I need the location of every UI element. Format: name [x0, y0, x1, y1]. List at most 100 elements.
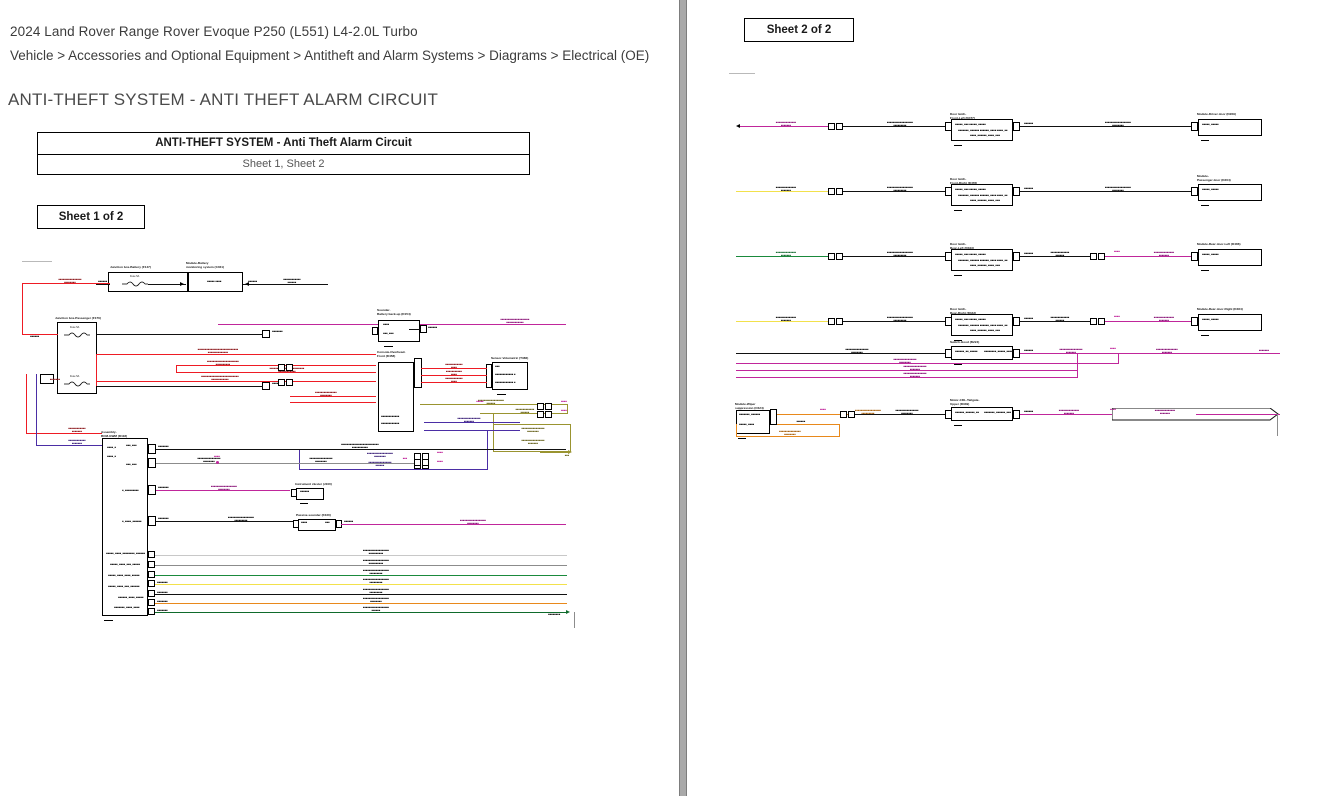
inline-connector-red-a2 [286, 364, 293, 371]
component-module-rear-door-right [1198, 314, 1262, 331]
ground-d339 [954, 425, 962, 426]
component-label-assembly-bcm-gwm: Assembly- BCM-GWM (D118) [101, 430, 128, 438]
pin-d478-b: ■■■■■■■_■■■■■■ ■■■■■■_■■■■ ■■■■_■■ [958, 194, 1008, 197]
wire-row4-yellow [736, 321, 830, 322]
wire-purple-2 [424, 430, 520, 431]
connector-j100-left [291, 489, 297, 497]
wire-olive-tail [540, 452, 570, 453]
component-console-overhead-front [378, 362, 414, 432]
wire-label-row3-d: ■■■■■■■■■■■■■■ ■■■■■■■ [1153, 251, 1175, 257]
wire-label-row6-d: ■■■■■■■■■■■■■■ ■■■■■■■ [1058, 409, 1080, 415]
wire-row6-tail-drop [1277, 414, 1278, 436]
sheet-1-tab[interactable]: Sheet 1 of 2 [37, 205, 145, 229]
inline-connector-olive-1b [545, 403, 552, 410]
pin-f176-in: ■■■■■■ [30, 335, 40, 338]
wire-label-bcm-row4: ■■■■■■■■■■■■■■■■■■ ■■■■■■■■■ [228, 516, 254, 522]
wire-red-bus-3 [176, 372, 376, 373]
wire-row5-violet-ret2 [736, 370, 1078, 371]
sheet-2-tab[interactable]: Sheet 2 of 2 [744, 18, 854, 42]
wire-bcm-row1 [156, 449, 566, 450]
wire-label-row3-c: ■■■■■■■■■■■■■ ■■■■■■ [1050, 251, 1070, 257]
wire-label-row5-mid: ■■■■ [1110, 347, 1116, 350]
wire-red-bus-1 [96, 354, 376, 355]
wire-red-into-f176 [22, 334, 58, 335]
sheet1-schematic: Junction box-Battery (F147) Fuse 5A ■■■■… [22, 261, 575, 628]
pin-bus-7-end: ■■■■■■■■ [548, 613, 561, 616]
wire-red-left-bottom [26, 433, 102, 434]
connector-d264-left [1191, 187, 1198, 196]
pin-c461: ■■■■■ ■■■■ [207, 280, 222, 283]
wire-row4-black-1 [843, 321, 951, 322]
wire-row3-violet [1105, 256, 1196, 257]
wire-label-bus-5: ■■■■■■■■■■■■■■■■■■ ■■■■■■■■■ [363, 588, 389, 594]
inline-connector-row4-d [1098, 318, 1105, 325]
wire-label-olive-2: ■■■■■■■■■■■■■ ■■■■■■ [515, 408, 535, 414]
component-label-door-latch-front-right: Door latch- Front-Right (D478) [950, 177, 978, 185]
pin-bcm-8: ■■■■■_■■■■_■■■_■■■■■ [110, 563, 140, 566]
wire-row5-violet-riser1 [1118, 353, 1119, 364]
wire-label-olive-conn-1: ■■■■■ [476, 400, 484, 403]
connector-d342-right [1013, 317, 1020, 326]
wire-label-row2-c2: ■■■■■■■■■■■■■■■■■■ ■■■■■■■■ [1105, 186, 1131, 192]
connector-bus-3 [148, 571, 155, 578]
sheet2-pane[interactable]: Sheet 2 of 2 ■■■■■■■■■■■■■■ ■■■■■■■ ■■■■… [688, 0, 1336, 796]
wire-red-bus-5 [290, 396, 376, 397]
connector-d486-left [1191, 252, 1198, 261]
wire-label-bcm-row2a: ■■■■■■■■■■■■■■■■ ■■■■■■■■ [197, 457, 221, 463]
olive-group-box [493, 424, 571, 452]
wire-label-row2-conn: ■■■ [402, 457, 408, 460]
wire-d458-t386-3 [421, 382, 487, 383]
wire-d154-out [409, 329, 421, 330]
component-junction-box-battery [108, 272, 188, 292]
wire-label-row5-d: ■■■■■■■ [1258, 349, 1270, 352]
component-label-passive-sounder: Passive-sounder (F230) [296, 513, 331, 517]
pin-bcm-row4-term: ■■■■■■■ [158, 517, 169, 520]
wire-bcm-row2 [156, 463, 418, 464]
wire-red-riser-a [96, 354, 97, 386]
component-label-door-latch-rear-left: Door latch- Rear-Left (D343) [950, 242, 974, 250]
vehicle-title: 2024 Land Rover Range Rover Evoque P250 … [10, 24, 418, 39]
component-label-module-wiper-suppression: Module-Wiper suppression (C624) [735, 402, 764, 410]
pane-divider-scrollbar[interactable] [679, 0, 687, 796]
pin-d339-b: ■■■■■■■_■■■■■■_■■■ [984, 411, 1011, 414]
component-label-sensor-volumetric: Sensor-Volumetric (T386) [491, 356, 529, 360]
wire-label-olive-tail: ■■■ [564, 454, 570, 457]
arrow-olive-tail [568, 450, 572, 454]
sheet2-crop-tick [729, 73, 755, 74]
component-label-module-passenger-door: Module- Passenger door (D264) [1197, 174, 1231, 182]
wire-row5-violet-riser2 [1077, 353, 1078, 378]
component-switch-hood [951, 346, 1013, 360]
inline-connector-olive-2b [545, 411, 552, 418]
connector-f230-left [293, 520, 299, 528]
wire-label-row4-d: ■■■■■■■■■■■■■■ ■■■■■■■ [1153, 316, 1175, 322]
connector-c624-right [770, 409, 777, 425]
wire-row3-black-1 [843, 256, 951, 257]
wire-row6-orange-v1 [736, 424, 737, 437]
component-module-passenger-door [1198, 184, 1262, 201]
wire-label-purple-conn-2: ■■■■ [437, 460, 443, 463]
pin-bcm-2: ■■■■_■ [107, 455, 116, 458]
pin-d477-b: ■■■■■■■_■■■■■■ ■■■■■■_■■■■ ■■■■_■■ [958, 129, 1008, 132]
pin-bcm-4: ■■■_■■■ [126, 463, 137, 466]
sheet1-pane[interactable]: 2024 Land Rover Range Rover Evoque P250 … [0, 0, 680, 796]
wire-label-olive-4: ■■■■■■■■■■■■■■■■ ■■■■■■■ [521, 439, 545, 445]
pin-d339-a: ■■■■■■_■■■■■■_■■ [955, 411, 979, 414]
wire-label-bcm-row1: ■■■■■■■■■■■■■■■■■■■■■■■■■■ ■■■■■■■■■■■ [341, 443, 379, 449]
wire-row1-black-2 [1020, 126, 1196, 127]
wire-row3-black-2 [1020, 256, 1090, 257]
pin-bcm-3: ■■■_■■■ [126, 444, 137, 447]
connector-d339-right [1013, 410, 1020, 419]
wire-red-riser-b [176, 365, 177, 372]
inline-connector-olive-1a [537, 403, 544, 410]
wire-label-purple-3: ■■■■■■■■■■■■■■■■ ■■■■■■ [368, 461, 392, 467]
wire-label-bcm-row2b: ■■■■■■■■■■■■■■■■ ■■■■■■■■ [309, 457, 333, 463]
wire-f176-bottom-out [97, 386, 263, 387]
pin-d342-b: ■■■■■■■_■■■■■■ ■■■■■■_■■■■ ■■■■_■■ [958, 324, 1008, 327]
fuse-label-f176-b: Fuse 5A [70, 375, 80, 378]
component-label-door-latch-rear-right: Door latch- Rear-Right (D342) [950, 307, 977, 315]
connector-left-splice [40, 374, 54, 384]
pin-d339-right-term: ■■■■■■ [1024, 410, 1034, 413]
connector-d154-left [372, 327, 378, 335]
wire-red-bus-4 [96, 381, 376, 382]
